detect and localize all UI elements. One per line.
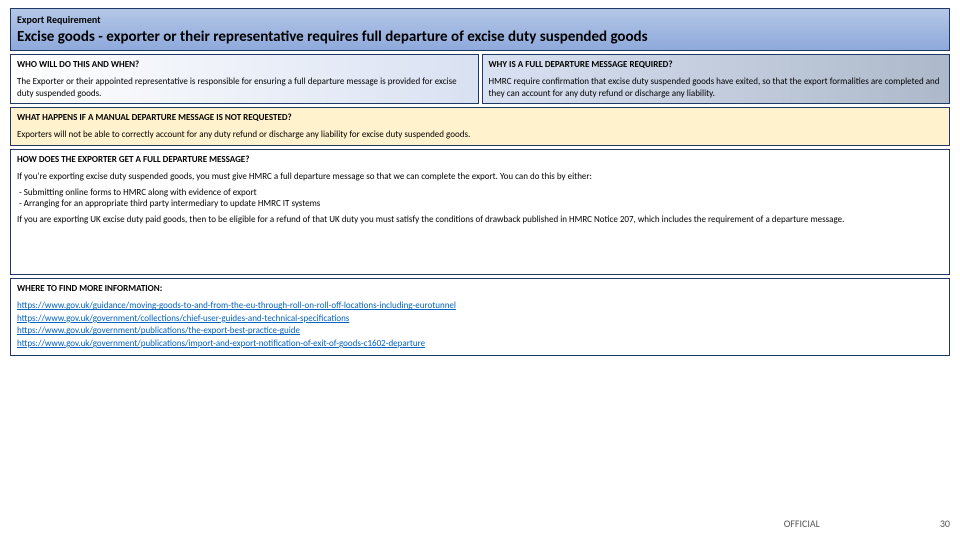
who-title: WHO WILL DO THIS AND WHEN?	[17, 59, 472, 70]
why-box: WHY IS A FULL DEPARTURE MESSAGE REQUIRED…	[482, 54, 951, 104]
header-label: Export Requirement	[17, 13, 943, 26]
how-title: HOW DOES THE EXPORTER GET A FULL DEPARTU…	[17, 154, 943, 165]
how-box: HOW DOES THE EXPORTER GET A FULL DEPARTU…	[10, 149, 950, 275]
more-info-box: WHERE TO FIND MORE INFORMATION: https://…	[10, 278, 950, 355]
how-bullet-2: Arranging for an appropriate third party…	[29, 198, 943, 210]
more-title: WHERE TO FIND MORE INFORMATION:	[17, 283, 943, 294]
manual-title: WHAT HAPPENS IF A MANUAL DEPARTURE MESSA…	[17, 112, 943, 123]
how-outro: If you are exporting UK excise duty paid…	[17, 214, 943, 270]
how-bullet-1: Submitting online forms to HMRC along wi…	[29, 187, 943, 199]
link-1[interactable]: https://www.gov.uk/guidance/moving-goods…	[17, 300, 943, 313]
link-4[interactable]: https://www.gov.uk/government/publicatio…	[17, 338, 943, 351]
who-why-row: WHO WILL DO THIS AND WHEN? The Exporter …	[10, 54, 950, 104]
manual-body: Exporters will not be able to correctly …	[17, 129, 943, 141]
link-2[interactable]: https://www.gov.uk/government/collection…	[17, 313, 943, 326]
footer: OFFICIAL 30	[10, 517, 950, 530]
how-intro: If you're exporting excise duty suspende…	[17, 171, 943, 183]
header-title: Excise goods - exporter or their represe…	[17, 28, 943, 46]
who-body: The Exporter or their appointed represen…	[17, 76, 472, 99]
manual-departure-box: WHAT HAPPENS IF A MANUAL DEPARTURE MESSA…	[10, 107, 950, 146]
page-number: 30	[940, 517, 950, 530]
header-box: Export Requirement Excise goods - export…	[10, 8, 950, 51]
link-3[interactable]: https://www.gov.uk/government/publicatio…	[17, 325, 943, 338]
why-title: WHY IS A FULL DEPARTURE MESSAGE REQUIRED…	[489, 59, 944, 70]
why-body: HMRC require confirmation that excise du…	[489, 76, 944, 99]
footer-official: OFFICIAL	[784, 517, 820, 530]
who-box: WHO WILL DO THIS AND WHEN? The Exporter …	[10, 54, 479, 104]
how-bullets: Submitting online forms to HMRC along wi…	[17, 187, 943, 210]
